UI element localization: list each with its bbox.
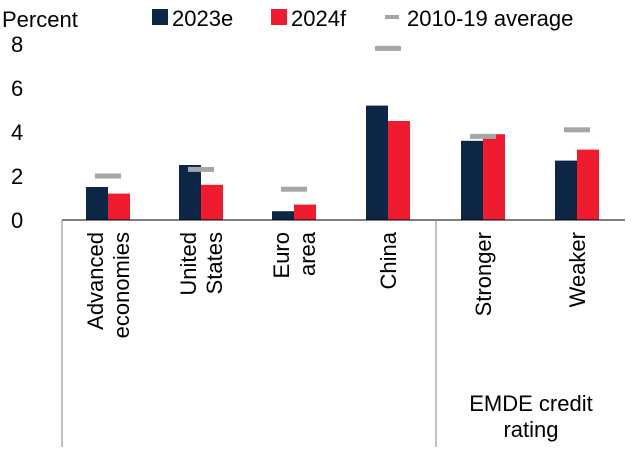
- legend: 2023e 2024f 2010-19 average: [152, 6, 573, 31]
- bar-2024f-2: [294, 204, 316, 220]
- category-labels: Advanced economies United States Euro area Chi…: [83, 231, 590, 338]
- y-tick-label: 2: [11, 164, 23, 189]
- legend-swatch-2023e: [152, 9, 168, 25]
- legend-swatch-average: [385, 15, 399, 19]
- average-marker-3: [375, 45, 401, 51]
- bar-2024f-5: [577, 149, 599, 220]
- y-tick-label: 8: [11, 32, 23, 57]
- average-markers: [95, 45, 590, 192]
- y-tick-label: 4: [11, 120, 23, 145]
- bar-2023e-0: [86, 187, 108, 220]
- category-label: United States: [176, 232, 227, 296]
- average-marker-4: [470, 133, 496, 139]
- bar-2024f-3: [388, 121, 410, 220]
- legend-label-average: 2010-19 average: [407, 6, 573, 31]
- category-label-line: area: [295, 231, 320, 276]
- bar-2024f-1: [201, 184, 223, 220]
- y-tick-label: 0: [11, 208, 23, 233]
- bar-2023e-3: [366, 105, 388, 220]
- category-label-line: Stronger: [471, 232, 496, 316]
- category-label: Stronger: [471, 232, 496, 316]
- bar-2023e-5: [555, 160, 577, 220]
- bar-2023e-1: [179, 165, 201, 220]
- category-label: Weaker: [565, 232, 590, 307]
- y-tick-labels: 0 2 4 6 8: [11, 32, 23, 233]
- bar-2024f-4: [483, 134, 505, 220]
- category-label-line: economies: [109, 232, 134, 338]
- y-axis-title: Percent: [2, 7, 78, 32]
- average-marker-0: [95, 173, 121, 179]
- average-marker-5: [564, 127, 590, 133]
- group-label-line1: EMDE credit: [469, 391, 592, 416]
- group-label-line2: rating: [503, 417, 558, 442]
- average-marker-2: [281, 186, 307, 192]
- legend-swatch-2024f: [271, 9, 287, 25]
- y-tick-label: 6: [11, 76, 23, 101]
- category-label: Advanced economies: [83, 232, 134, 338]
- bar-2023e-2: [272, 211, 294, 220]
- legend-label-2024f: 2024f: [291, 6, 347, 31]
- bar-2024f-0: [108, 193, 130, 220]
- bars: [86, 105, 599, 220]
- bar-2023e-4: [461, 140, 483, 220]
- average-marker-1: [188, 166, 214, 172]
- category-label-line: States: [202, 232, 227, 294]
- category-label-line: Weaker: [565, 232, 590, 307]
- category-label-line: China: [376, 231, 401, 289]
- category-label: China: [376, 231, 401, 289]
- category-label-line: Euro: [269, 232, 294, 278]
- category-label-line: Advanced: [83, 232, 108, 330]
- category-label: Euro area: [269, 231, 320, 278]
- category-label-line: United: [176, 232, 201, 296]
- legend-label-2023e: 2023e: [172, 6, 233, 31]
